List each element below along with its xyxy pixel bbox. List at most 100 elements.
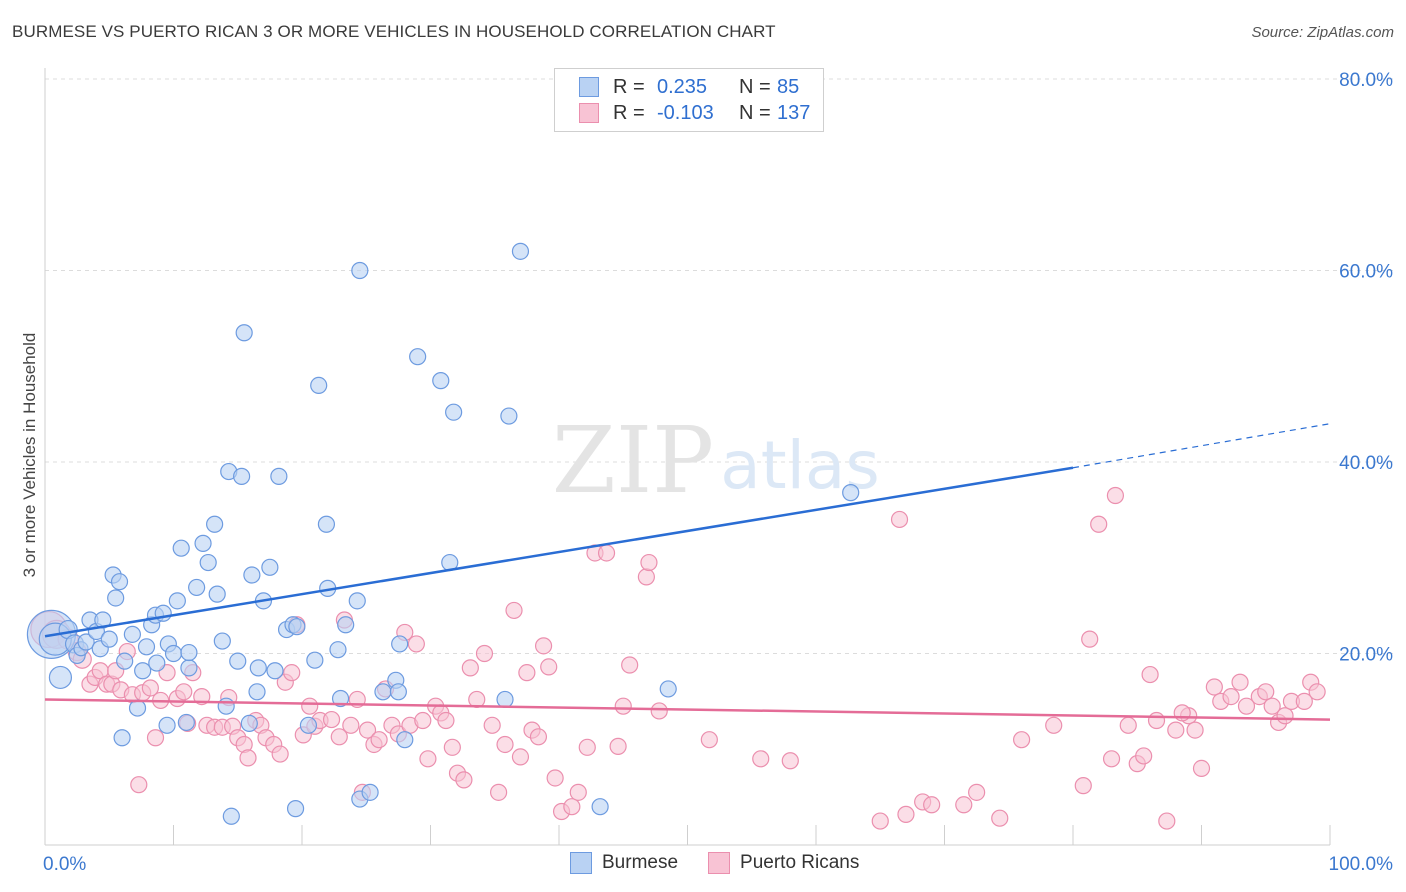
burmese-point bbox=[217, 697, 235, 715]
puerto-ricans-point bbox=[407, 635, 425, 653]
puerto-ricans-point bbox=[130, 776, 148, 794]
burmese-point bbox=[299, 716, 318, 734]
r-label: R = bbox=[613, 75, 645, 98]
gridlines bbox=[45, 78, 1393, 654]
puerto-ricans-point bbox=[301, 697, 319, 715]
puerto-ricans-point bbox=[370, 731, 388, 749]
puerto-ricans-point bbox=[1263, 697, 1281, 715]
y-axis-title: 3 or more Vehicles in Household bbox=[20, 332, 39, 578]
n-value: 137 bbox=[777, 101, 811, 124]
burmese-point bbox=[842, 484, 860, 502]
puerto-ricans-point bbox=[358, 721, 377, 739]
n-label: N = bbox=[739, 101, 771, 124]
puerto-ricans-point bbox=[283, 664, 301, 682]
burmese-point bbox=[48, 665, 73, 690]
burmese-point bbox=[389, 683, 407, 701]
burmese-point bbox=[249, 659, 267, 677]
burmese-point bbox=[445, 403, 463, 421]
legend-item-puerto-ricans[interactable]: Puerto Ricans bbox=[708, 852, 859, 874]
burmese-label: Burmese bbox=[602, 852, 679, 873]
puerto-ricans-point bbox=[752, 750, 770, 768]
puerto-ricans-point bbox=[578, 738, 596, 756]
trend-lines bbox=[44, 423, 1331, 721]
burmese-point bbox=[134, 662, 152, 680]
n-label: N = bbox=[739, 75, 771, 98]
puerto-ricans-point bbox=[1012, 731, 1031, 749]
burmese-point bbox=[409, 348, 427, 366]
puerto-ricans-point bbox=[437, 711, 455, 730]
burmese-point bbox=[348, 592, 366, 610]
puerto-ricans-point bbox=[640, 553, 658, 572]
puerto-ricans-point bbox=[529, 728, 548, 746]
chart-title: BURMESE VS PUERTO RICAN 3 OR MORE VEHICL… bbox=[12, 22, 776, 41]
burmese-point bbox=[331, 689, 350, 708]
burmese-point bbox=[123, 625, 141, 643]
puerto-ricans-point bbox=[475, 644, 494, 663]
burmese-point bbox=[233, 467, 251, 485]
burmese-point bbox=[432, 372, 450, 390]
puerto-ricans-point bbox=[546, 769, 564, 787]
puerto-ricans-point bbox=[505, 601, 523, 620]
legend-row-puerto-ricans: R = -0.103 N = 137 bbox=[579, 101, 810, 125]
burmese-point bbox=[511, 242, 530, 260]
series-legend: Burmese Puerto Ricans bbox=[570, 852, 889, 874]
burmese-point bbox=[148, 654, 166, 672]
r-label: R = bbox=[613, 101, 645, 124]
puerto-ricans-point bbox=[923, 796, 941, 814]
puerto-ricans-point bbox=[1192, 759, 1211, 778]
burmese-point bbox=[180, 659, 198, 677]
puerto-ricans-point bbox=[271, 745, 289, 763]
puerto-ricans-point bbox=[614, 697, 632, 715]
puerto-ricans-point bbox=[496, 735, 514, 754]
burmese-point bbox=[396, 731, 414, 749]
puerto-ricans-swatch bbox=[579, 103, 599, 123]
puerto-ricans-point bbox=[1102, 750, 1121, 768]
puerto-ricans-point bbox=[968, 783, 986, 801]
burmese-point bbox=[180, 643, 198, 662]
y-tick-label: 60.0% bbox=[1339, 262, 1393, 283]
puerto-ricans-point bbox=[1308, 683, 1326, 701]
puerto-ricans-point bbox=[1119, 716, 1137, 734]
burmese-point bbox=[306, 651, 324, 669]
puerto-ricans-point bbox=[1090, 515, 1108, 533]
watermark-zip: ZIP bbox=[552, 407, 714, 514]
burmese-point bbox=[248, 683, 266, 701]
burmese-point bbox=[261, 558, 279, 576]
burmese-point bbox=[177, 713, 195, 732]
tick-labels: 20.0% 40.0% 60.0% 80.0% 0.0% 100.0% bbox=[43, 70, 1393, 875]
puerto-ricans-label: Puerto Ricans bbox=[740, 852, 860, 873]
x-tick-label: 100.0% bbox=[1329, 854, 1394, 875]
x-tick-label: 0.0% bbox=[43, 854, 86, 875]
puerto-ricans-point bbox=[650, 702, 668, 720]
burmese-point bbox=[194, 534, 212, 552]
burmese-point bbox=[206, 515, 224, 533]
puerto-ricans-point bbox=[461, 659, 479, 677]
legend-item-burmese[interactable]: Burmese bbox=[570, 852, 678, 874]
puerto-ricans-point bbox=[597, 544, 616, 562]
puerto-ricans-point bbox=[490, 783, 508, 801]
puerto-ricans-point bbox=[239, 749, 257, 767]
puerto-ricans-point bbox=[342, 716, 360, 734]
puerto-ricans-point bbox=[1074, 777, 1092, 795]
burmese-point bbox=[116, 652, 134, 670]
puerto-ricans-point bbox=[483, 716, 501, 734]
puerto-ricans-point bbox=[897, 805, 915, 823]
burmese-point bbox=[100, 630, 118, 648]
puerto-ricans-point bbox=[637, 568, 655, 586]
burmese-trend-extension bbox=[1072, 423, 1331, 469]
burmese-point bbox=[243, 566, 261, 584]
puerto-ricans-point bbox=[1081, 630, 1099, 648]
n-value: 85 bbox=[777, 75, 800, 98]
axes bbox=[44, 68, 1331, 846]
puerto-ricans-point bbox=[700, 731, 718, 749]
puerto-ricans-swatch bbox=[708, 852, 731, 874]
burmese-point bbox=[310, 376, 328, 394]
puerto-ricans-point bbox=[419, 750, 437, 768]
burmese-point bbox=[107, 589, 125, 607]
puerto-ricans-point bbox=[1147, 711, 1166, 730]
burmese-point bbox=[164, 644, 183, 663]
puerto-ricans-point bbox=[1135, 747, 1153, 765]
puerto-ricans-point bbox=[443, 738, 461, 756]
source-label: Source: ZipAtlas.com bbox=[1251, 24, 1394, 41]
